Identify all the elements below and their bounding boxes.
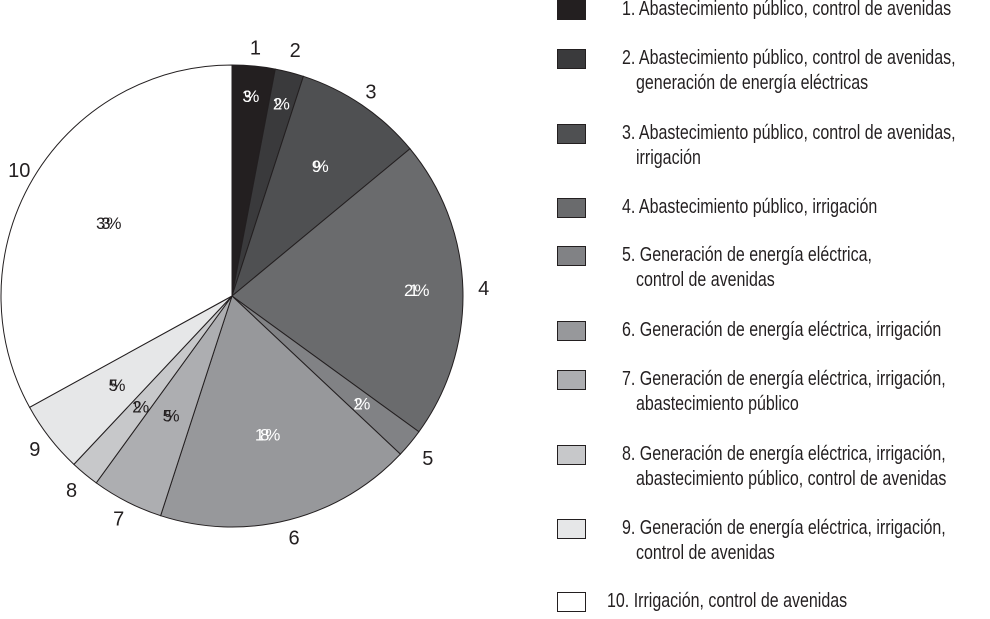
pie-slice-6 — [159, 295, 402, 528]
slice-number-label-3: 3 — [365, 82, 376, 104]
legend-label-9: 9. Generación de energía eléctrica, irri… — [622, 517, 946, 539]
legend-swatch-8 — [557, 445, 586, 465]
pct-label-9: 5% — [109, 376, 126, 395]
slice-number-label-4: 4 — [478, 278, 489, 300]
pct-label-10: 33% — [96, 214, 122, 233]
legend-label-6: 6. Generación de energía eléctrica, irri… — [622, 319, 942, 341]
slice-number-label-7: 7 — [113, 508, 124, 530]
legend-label-3: 3. Abastecimiento público, control de av… — [622, 122, 956, 144]
slice-number-label-10: 10 — [8, 160, 30, 182]
slice-number-label-1: 1 — [250, 38, 261, 60]
pie-chart: 3% 1 2% 2 9% 3 21% 4 2% 5 18% 6 5% 7 2% 8 5% 9 33% 10 — [0, 38, 489, 550]
pct-label-2: 2% — [273, 95, 290, 114]
slice-number-label-2: 2 — [290, 40, 301, 62]
legend-swatch-10 — [557, 592, 586, 612]
legend-label-2: 2. Abastecimiento público, control de av… — [622, 47, 956, 69]
pct-label-3: 9% — [312, 157, 329, 176]
legend-label-4: 4. Abastecimiento público, irrigación — [622, 196, 878, 218]
pct-label-4: 21% — [404, 281, 430, 300]
legend-swatch-6 — [557, 321, 586, 341]
legend-swatch-1 — [557, 0, 586, 20]
legend-label-8: 8. Generación de energía eléctrica, irri… — [622, 443, 946, 465]
legend-label-7: abastecimiento público — [636, 393, 799, 415]
legend-swatch-3 — [557, 124, 586, 144]
slice-number-label-6: 6 — [288, 528, 299, 550]
legend-swatch-2 — [557, 49, 586, 69]
legend-label-9: control de avenidas — [636, 542, 775, 564]
legend-swatch-7 — [557, 370, 586, 390]
legend-label-8: abastecimiento público, control de aveni… — [636, 468, 947, 490]
legend-label-3: irrigación — [636, 147, 701, 169]
legend-label-5: control de avenidas — [636, 269, 775, 291]
legend-label-5: 5. Generación de energía eléctrica, — [622, 244, 872, 266]
slice-number-label-5: 5 — [422, 448, 433, 470]
pie-slice-3 — [230, 75, 411, 298]
pct-label-7: 5% — [163, 406, 180, 425]
pct-label-5: 2% — [353, 394, 370, 413]
pct-label-8: 2% — [132, 397, 149, 416]
legend-label-10: 10. Irrigación, control de avenidas — [607, 590, 848, 612]
pct-label-6: 18% — [255, 426, 281, 445]
slice-number-label-9: 9 — [29, 439, 40, 461]
pie-slice-4 — [231, 148, 464, 433]
legend-swatch-5 — [557, 246, 586, 266]
legend-label-1: 1. Abastecimiento público, control de av… — [622, 0, 952, 20]
legend-label-7: 7. Generación de energía eléctrica, irri… — [622, 368, 946, 390]
legend-swatch-4 — [557, 198, 586, 218]
pct-label-1: 3% — [242, 87, 259, 106]
legend-swatch-9 — [557, 519, 586, 539]
pie-slice-10 — [0, 64, 233, 408]
slice-number-label-8: 8 — [66, 480, 77, 502]
legend-label-2: generación de energía eléctricas — [636, 72, 869, 94]
